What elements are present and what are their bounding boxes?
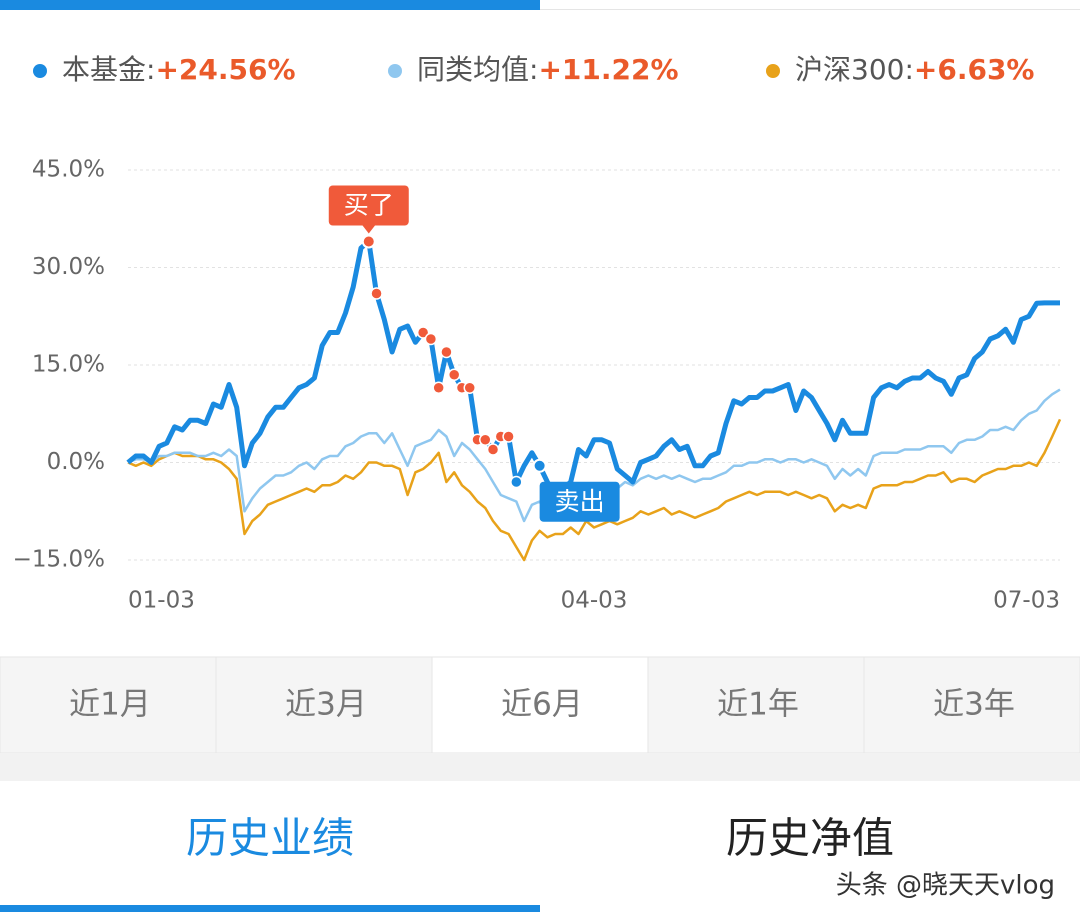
buy-point [463,381,476,394]
legend-entry: 同类均值:+11.22% [417,53,679,86]
annotation-box [539,481,620,522]
y-tick-label: 0.0% [47,449,105,475]
legend-name: 同类均值: [417,53,538,86]
sell-point [510,475,523,489]
legend-dot [33,64,47,78]
buy-point [416,326,430,339]
buy-point [432,381,445,394]
buy-point [370,287,383,300]
y-tick-label: 15.0% [32,352,105,378]
top-indicator [0,0,540,10]
legend-dot [766,64,780,78]
y-tick-label: 45.0% [32,157,105,183]
bottom-indicator [0,905,540,912]
bottom-tab-label[interactable]: 历史净值 [726,814,894,863]
annotation-pointer [361,224,376,234]
legend-value: +11.22% [538,53,678,86]
separator [0,753,1080,781]
buy-point [479,433,492,446]
top-divider [540,9,1080,10]
annotation-box [328,185,409,226]
legend-value: +6.63% [914,53,1035,86]
buy-point [502,430,515,443]
x-tick-label: 07-03 [993,588,1060,614]
range-tab-label[interactable]: 近1月 [69,687,151,723]
buy-point [486,443,500,456]
annotation-point [532,458,547,473]
range-tab[interactable] [647,656,865,754]
range-tab[interactable] [863,656,1080,754]
series-line [126,239,1060,498]
x-tick-label: 01-03 [128,588,195,614]
legend-name: 本基金: [62,53,155,86]
x-tick-label: 04-03 [561,588,628,614]
y-tick-label: −15.0% [13,547,105,573]
legend-dot [388,64,402,78]
buy-point [447,368,461,381]
series-line [127,418,1062,562]
bottom-tab-label[interactable]: 历史业绩 [186,814,354,863]
range-tabs: 近1月 近3月 近6月 近1年 近3年 [0,656,1080,754]
bottom-tabs: 历史业绩 历史净值 [186,814,894,863]
legend-value: +24.56% [155,53,295,86]
range-tab[interactable] [431,656,649,754]
buy-point [440,345,453,359]
range-tab-label[interactable]: 近3月 [285,687,367,723]
range-tab-label[interactable]: 近3年 [933,687,1015,723]
legend-name: 沪深300: [795,53,914,86]
range-tab[interactable] [215,656,433,754]
range-tab-label[interactable]: 近1年 [717,687,799,723]
legend-entry: 沪深300:+6.63% [795,53,1035,86]
legend-entry: 本基金:+24.56% [62,53,296,86]
annotation-point [361,234,376,249]
y-tick-label: 30.0% [32,254,105,280]
watermark: 头条 @晓天天vlog [836,871,1055,901]
buy-point [424,332,438,346]
range-tab-label[interactable]: 近6月 [501,687,583,723]
chart: 本基金:+24.56% 同类均值:+11.22% 沪深300:+6.63% −15.0… [13,53,1062,614]
annotation-label: 买了 [344,191,394,220]
annotation-label: 卖出 [555,487,605,516]
